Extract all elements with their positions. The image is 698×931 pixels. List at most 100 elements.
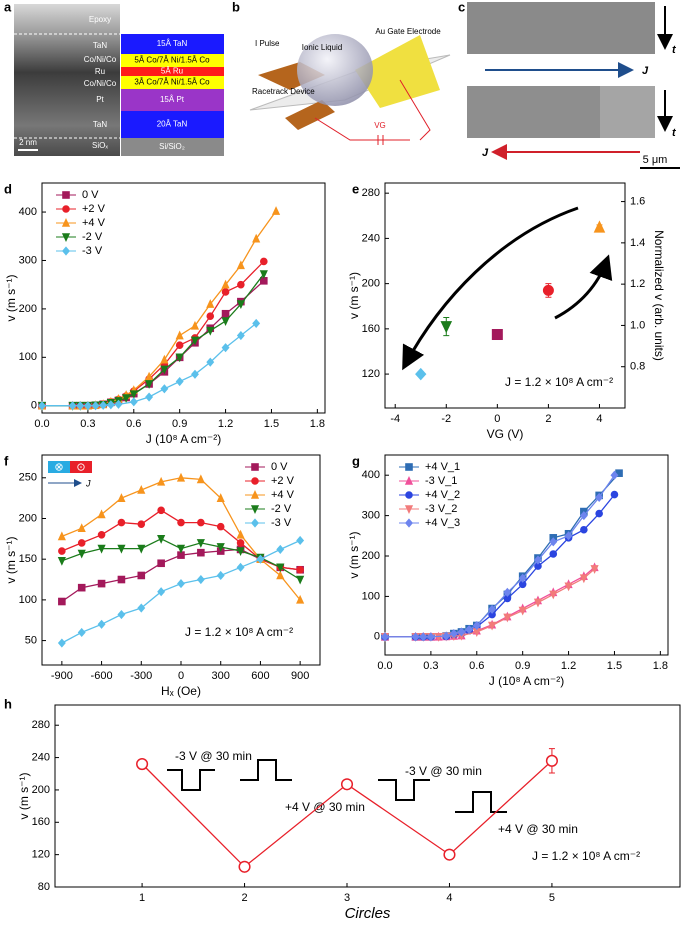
marker xyxy=(176,544,186,554)
marker xyxy=(549,537,558,547)
y2-axis-label: Normalized v (arb. units) xyxy=(652,230,666,361)
x-axis-label: J (10⁸ A cm⁻²) xyxy=(489,674,564,688)
legend-label: +4 V_1 xyxy=(425,461,460,473)
layer-label: Co/Ni/Co xyxy=(84,55,117,64)
y-tick-label: 200 xyxy=(19,303,37,315)
series-line xyxy=(42,273,265,407)
moke-image xyxy=(467,2,655,54)
marker xyxy=(38,401,46,411)
marker xyxy=(117,544,126,554)
marker xyxy=(206,312,215,320)
marker xyxy=(595,492,604,502)
pulse-symbol xyxy=(378,779,430,801)
marker xyxy=(250,490,260,499)
stack-label: 15Å TaN xyxy=(157,39,188,48)
layer-label: Co/Ni/Co xyxy=(84,79,117,88)
series-line xyxy=(385,568,596,638)
y-axis-label: v (m s⁻¹) xyxy=(4,537,18,584)
x-tick-label: 2 xyxy=(241,892,247,904)
x-tick-label: 0.9 xyxy=(172,418,187,430)
marker xyxy=(77,523,86,533)
marker xyxy=(545,754,558,767)
marker xyxy=(440,321,453,334)
marker xyxy=(57,638,66,648)
marker xyxy=(426,632,435,642)
x-tick-label: 1 xyxy=(139,892,145,904)
marker xyxy=(91,401,100,411)
trend-arrow xyxy=(402,206,579,371)
y-axis-label: v (m s⁻¹) xyxy=(347,272,361,319)
marker xyxy=(197,518,205,527)
marker xyxy=(137,520,146,528)
marker xyxy=(216,543,225,552)
pulse-symbol xyxy=(167,769,215,791)
legend-label: +4 V xyxy=(271,489,295,501)
x-axis-label: Circles xyxy=(345,905,391,922)
marker xyxy=(77,583,86,592)
marker xyxy=(106,400,115,410)
marker xyxy=(157,476,166,486)
marker xyxy=(579,574,588,584)
layer-label: Epoxy xyxy=(89,15,111,24)
plot-frame xyxy=(384,454,669,656)
series-line xyxy=(385,474,616,638)
stack-layer xyxy=(121,54,224,67)
label: Ionic Liquid xyxy=(302,43,342,52)
marker xyxy=(175,376,184,387)
marker xyxy=(196,574,205,585)
marker xyxy=(77,627,86,638)
marker xyxy=(276,570,285,580)
stack-label: Si/SiO₂ xyxy=(159,142,185,151)
marker xyxy=(404,476,414,485)
marker xyxy=(191,369,199,379)
inset-label: ⊗ xyxy=(54,461,63,473)
x-tick-label: 3 xyxy=(344,892,350,904)
y-tick-label: 160 xyxy=(32,816,50,828)
marker xyxy=(77,549,86,559)
y-tick-label: 50 xyxy=(25,634,37,646)
marker xyxy=(137,603,146,613)
x-tick-label: 4 xyxy=(596,413,602,425)
marker xyxy=(157,587,166,597)
marker xyxy=(196,539,205,548)
marker xyxy=(160,384,169,394)
x-tick-label: 0.6 xyxy=(126,418,141,430)
x-tick-label: 1.2 xyxy=(218,418,233,430)
x-axis-label: J (10⁸ A cm⁻²) xyxy=(146,432,221,446)
y2-tick-label: 1.4 xyxy=(630,237,645,249)
pulse-symbol xyxy=(455,791,507,813)
marker xyxy=(340,778,354,791)
y-tick-label: 250 xyxy=(19,472,37,484)
legend-label: -2 V xyxy=(271,503,292,515)
marker xyxy=(129,397,138,407)
marker xyxy=(236,300,245,310)
y-tick-label: 200 xyxy=(32,784,50,796)
marker xyxy=(579,511,588,521)
marker xyxy=(58,597,66,606)
y-tick-label: 160 xyxy=(362,323,380,335)
panel-letter: b xyxy=(232,0,240,14)
stack-layer xyxy=(121,111,224,138)
y-tick-label: 0 xyxy=(31,400,37,412)
marker xyxy=(419,632,428,642)
marker xyxy=(117,518,126,527)
marker xyxy=(580,525,588,534)
racetrack xyxy=(258,62,335,130)
x-axis-label: VG (V) xyxy=(487,427,524,441)
legend-label: +4 V_2 xyxy=(425,489,460,501)
legend-label: -3 V xyxy=(82,245,103,257)
stack-label: 15Å Pt xyxy=(160,95,185,104)
marker xyxy=(114,399,123,409)
inset-label: J xyxy=(85,478,91,488)
y-axis-label: v (m s⁻¹) xyxy=(4,275,18,322)
marker xyxy=(160,354,169,364)
marker xyxy=(518,606,527,616)
y-tick-label: 120 xyxy=(32,849,50,861)
y-tick-label: 300 xyxy=(362,510,380,522)
y-tick-label: 150 xyxy=(19,553,37,565)
marker xyxy=(83,401,92,411)
marker xyxy=(216,570,225,581)
y-tick-label: 280 xyxy=(362,187,380,199)
marker xyxy=(62,246,70,256)
